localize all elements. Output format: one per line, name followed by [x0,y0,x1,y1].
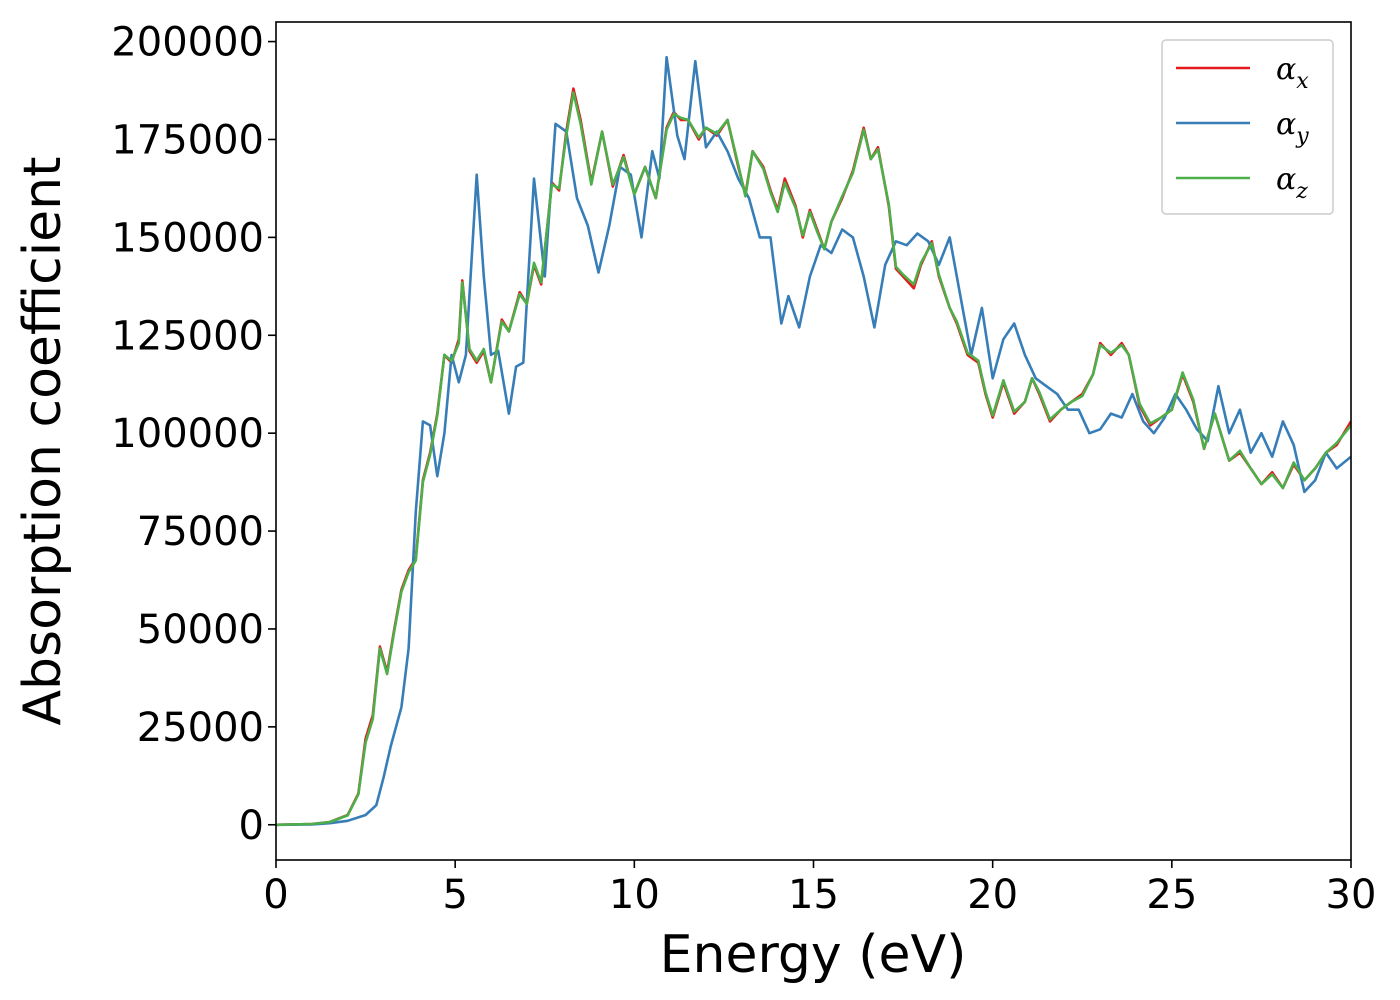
y-axis-label: Absorption coefficient [13,156,73,725]
x-axis-ticks: 0 5 10 15 20 25 30 [263,860,1376,918]
y-axis-ticks: 0 25000 50000 75000 100000 125000 150000 175000… [111,20,276,849]
y-tick-label: 25000 [137,705,264,751]
legend-label-subscript: x [1296,69,1309,94]
legend-box [1161,39,1334,215]
y-tick-label: 150000 [111,215,264,261]
y-tick-label: 125000 [111,313,264,359]
y-tick-label: 175000 [111,117,264,163]
legend-label-z: αz [1276,162,1308,204]
y-tick-label: 75000 [137,509,264,555]
y-tick-label: 50000 [137,607,264,653]
x-tick-label: 20 [967,872,1018,918]
x-tick-label: 5 [442,872,467,918]
x-tick-label: 30 [1326,872,1377,918]
legend-label-base: α [1276,162,1296,197]
series-line-y [276,55,1351,827]
x-axis-label: Energy (eV) [660,925,967,985]
legend-label-base: α [1276,107,1296,142]
y-tick-label: 0 [239,803,264,849]
legend-label-subscript: y [1295,124,1309,149]
x-tick-label: 0 [263,872,288,918]
series-line-z [276,91,1351,827]
legend-label-base: α [1276,52,1296,87]
y-tick-label: 200000 [111,20,264,66]
legend-label-subscript: z [1295,179,1308,204]
series-layer [276,55,1351,827]
x-tick-label: 15 [788,872,839,918]
legend-label-y: αy [1276,107,1309,149]
legend-label-x: αx [1276,52,1309,94]
y-tick-label: 100000 [111,411,264,457]
x-tick-label: 10 [609,872,660,918]
x-tick-label: 25 [1146,872,1197,918]
